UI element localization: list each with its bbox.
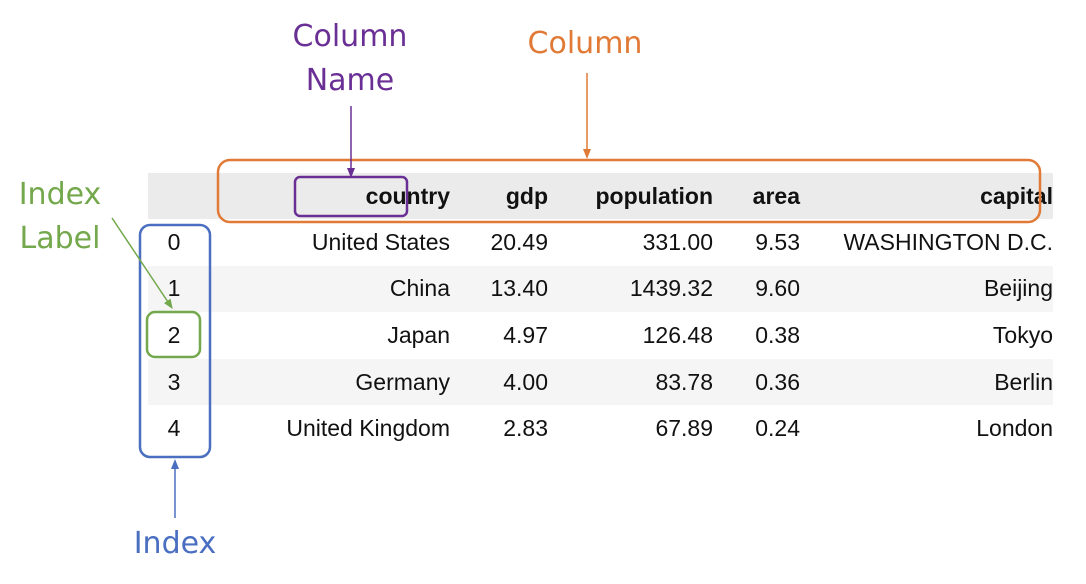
cell-capital: Tokyo <box>800 312 1053 359</box>
cell-gdp: 2.83 <box>450 405 548 452</box>
index-annotation: Index <box>133 526 217 561</box>
cell-country: China <box>200 265 450 313</box>
cell-population: 331.00 <box>548 219 713 266</box>
index-label-annotation: Index Label <box>5 173 115 261</box>
table-row: 3 Germany 4.00 83.78 0.36 Berlin <box>148 358 1053 406</box>
cell-country: United States <box>200 219 450 266</box>
cell-population: 67.89 <box>548 405 713 452</box>
column-name-annotation-line1: Column <box>292 19 408 54</box>
column-header-gdp: gdp <box>450 173 548 219</box>
cell-country: Japan <box>200 312 450 359</box>
column-name-annotation: Column Name <box>280 15 420 103</box>
column-header-population: population <box>548 173 713 219</box>
dataframe-table: country gdp population area capital 0 Un… <box>148 173 1053 452</box>
cell-gdp: 20.49 <box>450 219 548 266</box>
index-cell: 2 <box>148 312 200 359</box>
column-annotation: Column <box>527 26 643 61</box>
column-header-area: area <box>713 173 800 219</box>
cell-area: 0.38 <box>713 312 800 359</box>
index-cell: 1 <box>148 265 200 313</box>
cell-population: 1439.32 <box>548 265 713 313</box>
cell-area: 9.53 <box>713 219 800 266</box>
index-cell: 0 <box>148 219 200 266</box>
index-label-annotation-line1: Index <box>18 177 102 212</box>
cell-country: United Kingdom <box>200 405 450 452</box>
cell-capital: WASHINGTON D.C. <box>800 219 1053 266</box>
cell-area: 0.36 <box>713 358 800 406</box>
table-row: 1 China 13.40 1439.32 9.60 Beijing <box>148 265 1053 313</box>
column-header-capital: capital <box>800 173 1053 219</box>
header-row: country gdp population area capital <box>148 173 1053 219</box>
index-cell: 4 <box>148 405 200 452</box>
index-header-cell <box>148 173 200 219</box>
cell-country: Germany <box>200 358 450 406</box>
cell-area: 9.60 <box>713 265 800 313</box>
cell-population: 83.78 <box>548 358 713 406</box>
table-row: 0 United States 20.49 331.00 9.53 WASHIN… <box>148 219 1053 266</box>
cell-population: 126.48 <box>548 312 713 359</box>
column-name-annotation-line2: Name <box>305 63 395 98</box>
column-header-country: country <box>200 173 450 219</box>
table-row: 2 Japan 4.97 126.48 0.38 Tokyo <box>148 312 1053 359</box>
cell-capital: London <box>800 405 1053 452</box>
table-row: 4 United Kingdom 2.83 67.89 0.24 London <box>148 405 1053 452</box>
cell-capital: Beijing <box>800 265 1053 313</box>
index-cell: 3 <box>148 358 200 406</box>
cell-area: 0.24 <box>713 405 800 452</box>
cell-gdp: 13.40 <box>450 265 548 313</box>
index-label-annotation-line2: Label <box>19 221 101 256</box>
cell-capital: Berlin <box>800 358 1053 406</box>
cell-gdp: 4.00 <box>450 358 548 406</box>
cell-gdp: 4.97 <box>450 312 548 359</box>
